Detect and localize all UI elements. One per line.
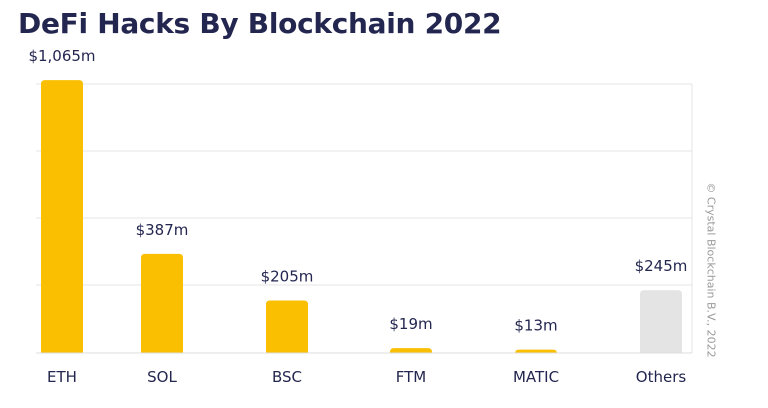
category-label-eth: ETH bbox=[47, 368, 77, 386]
value-label-others: $245m bbox=[635, 257, 688, 275]
category-label-bsc: BSC bbox=[272, 368, 302, 386]
value-label-ftm: $19m bbox=[389, 315, 432, 333]
value-label-eth: $1,065m bbox=[28, 47, 95, 65]
category-label-matic: MATIC bbox=[513, 368, 559, 386]
value-label-bsc: $205m bbox=[261, 267, 314, 285]
copyright-credit: © Crystal Blockchain B.V., 2022 bbox=[704, 182, 718, 358]
category-label-others: Others bbox=[636, 368, 687, 386]
bar-bsc bbox=[266, 300, 308, 353]
value-label-matic: $13m bbox=[514, 317, 557, 335]
category-label-sol: SOL bbox=[147, 368, 177, 386]
bar-eth bbox=[41, 80, 83, 354]
category-label-ftm: FTM bbox=[396, 368, 426, 386]
chart-title: DeFi Hacks By Blockchain 2022 bbox=[18, 7, 502, 40]
bar-sol bbox=[141, 253, 183, 353]
bar-others bbox=[640, 290, 682, 353]
bar-ftm bbox=[390, 348, 432, 353]
value-label-sol: $387m bbox=[136, 221, 189, 239]
